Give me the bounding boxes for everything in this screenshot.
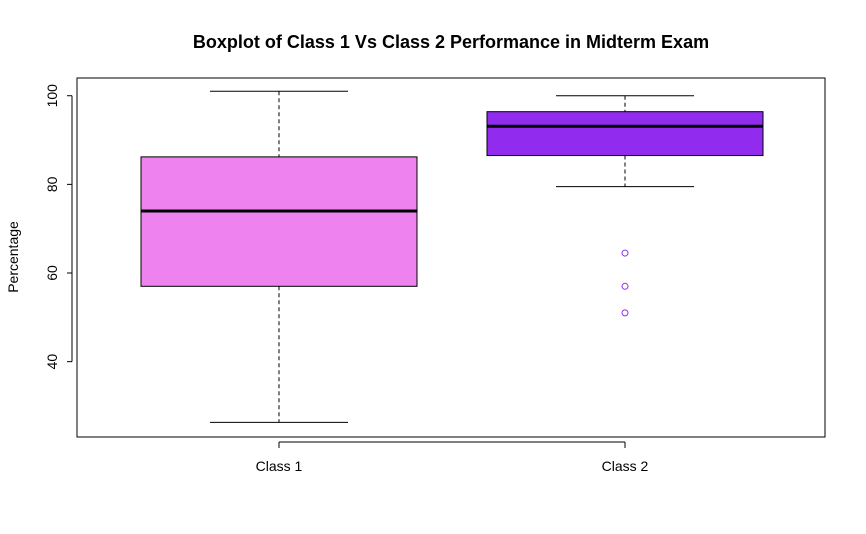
x-axis: Class 1 Class 2 <box>256 441 649 474</box>
box-class-1 <box>140 156 418 287</box>
x-tick-label: Class 1 <box>256 458 303 474</box>
outlier-point <box>621 249 629 257</box>
y-tick-label: 80 <box>44 176 60 192</box>
y-axis-label: Percentage <box>5 221 21 293</box>
outlier-point <box>621 309 629 317</box>
outlier-point <box>621 282 629 290</box>
y-tick-label: 40 <box>44 354 60 370</box>
x-tick-label: Class 2 <box>602 458 649 474</box>
box-class-2 <box>486 111 764 157</box>
boxes <box>140 90 764 423</box>
chart-title: Boxplot of Class 1 Vs Class 2 Performanc… <box>193 32 709 52</box>
y-tick-label: 60 <box>44 265 60 281</box>
y-ticks: 40 60 80 100 <box>44 84 72 370</box>
plot-frame <box>76 77 826 438</box>
y-tick-label: 100 <box>44 84 60 108</box>
